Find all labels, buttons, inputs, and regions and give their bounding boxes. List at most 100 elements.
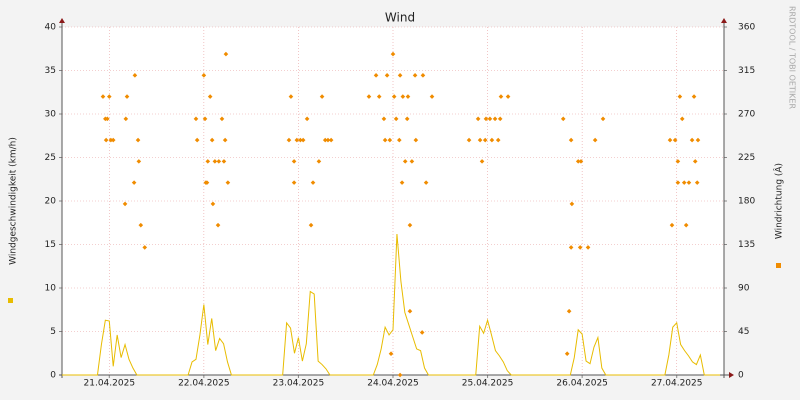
direction-point (560, 116, 566, 122)
direction-point (592, 137, 598, 143)
direction-point (373, 73, 379, 78)
watermark: RRDTOOL / TOBI OETIKER (788, 6, 797, 109)
y-axis-label: Windgeschwindigkeit (km/h) (9, 137, 19, 265)
direction-point (319, 94, 325, 99)
direction-point (407, 308, 413, 314)
direction-point (382, 137, 388, 143)
direction-point (600, 116, 606, 122)
direction-point (225, 180, 231, 185)
direction-point (477, 137, 483, 143)
direction-point (498, 94, 504, 99)
y2-tick-label: 270 (738, 110, 755, 120)
chart-title: Wind (385, 11, 415, 25)
direction-point (397, 137, 402, 143)
direction-point (683, 222, 689, 228)
direction-point (381, 116, 387, 122)
y2-tick-label: 45 (738, 327, 749, 337)
direction-point (219, 116, 225, 122)
direction-point (689, 137, 695, 143)
direction-point (669, 222, 675, 228)
direction-point (492, 116, 498, 122)
direction-point (466, 137, 472, 143)
direction-point (577, 245, 583, 250)
direction-point (310, 180, 316, 185)
y2-axis-label: Windrichtung (Â) (773, 163, 785, 239)
direction-point (138, 222, 144, 228)
direction-point (384, 73, 390, 78)
direction-point (103, 137, 109, 143)
direction-point (413, 137, 419, 143)
direction-point (376, 94, 382, 99)
direction-point (298, 137, 303, 143)
direction-point (672, 137, 678, 143)
direction-point (366, 94, 372, 99)
direction-point (694, 180, 700, 185)
direction-point (564, 351, 570, 357)
y2-tick-label: 360 (738, 23, 755, 33)
direction-point (207, 94, 213, 99)
direction-point (686, 180, 692, 185)
direction-point (328, 137, 334, 143)
direction-point (568, 245, 574, 250)
direction-point (423, 180, 429, 185)
x-tick-label: 21.04.2025 (84, 379, 136, 389)
axis-arrow (59, 18, 65, 23)
direction-point (123, 116, 129, 122)
y2-tick-label: 0 (738, 371, 744, 381)
direction-point (505, 94, 511, 99)
direction-point (397, 372, 403, 378)
direction-point (210, 201, 216, 207)
direction-point (497, 116, 503, 122)
y2-tick-label: 135 (738, 240, 755, 250)
y-tick-label: 10 (45, 284, 57, 294)
direction-point (479, 159, 485, 164)
direction-point (122, 201, 128, 207)
direction-point (568, 137, 574, 143)
direction-point (399, 180, 405, 185)
direction-point (483, 116, 489, 122)
direction-point (575, 159, 581, 164)
speed-line (62, 234, 721, 376)
y-tick-label: 5 (50, 327, 56, 337)
direction-point (489, 137, 495, 143)
direction-point (132, 73, 138, 78)
y2-tick-label: 90 (738, 284, 750, 294)
direction-point (215, 222, 221, 228)
direction-point (387, 137, 393, 143)
direction-point (681, 180, 687, 185)
legend-swatch (8, 298, 13, 303)
direction-point (308, 222, 314, 228)
direction-point (405, 94, 411, 99)
direction-point (124, 94, 130, 99)
direction-point (135, 137, 141, 143)
direction-point (404, 116, 410, 122)
direction-point (108, 137, 114, 143)
direction-point (388, 351, 394, 357)
legend-swatch (776, 263, 781, 268)
y-tick-label: 15 (45, 240, 56, 250)
x-tick-label: 26.04.2025 (556, 379, 608, 389)
direction-point (212, 159, 218, 164)
y2-tick-label: 225 (738, 153, 755, 163)
direction-point (291, 180, 297, 185)
direction-point (397, 73, 403, 78)
direction-point (316, 159, 322, 164)
direction-point (495, 137, 501, 143)
direction-point (675, 180, 681, 185)
direction-point (692, 159, 698, 164)
direction-point (322, 137, 328, 143)
direction-point (136, 159, 142, 164)
y-tick-label: 30 (45, 110, 57, 120)
direction-point (131, 180, 137, 185)
direction-point (679, 116, 685, 122)
y-tick-label: 20 (45, 197, 57, 207)
direction-point (205, 159, 211, 164)
direction-point (110, 137, 116, 143)
y2-tick-label: 315 (738, 66, 755, 76)
x-tick-label: 25.04.2025 (462, 379, 514, 389)
direction-point (223, 51, 229, 57)
direction-point (667, 137, 673, 143)
direction-point (487, 116, 493, 122)
x-tick-label: 23.04.2025 (273, 379, 325, 389)
